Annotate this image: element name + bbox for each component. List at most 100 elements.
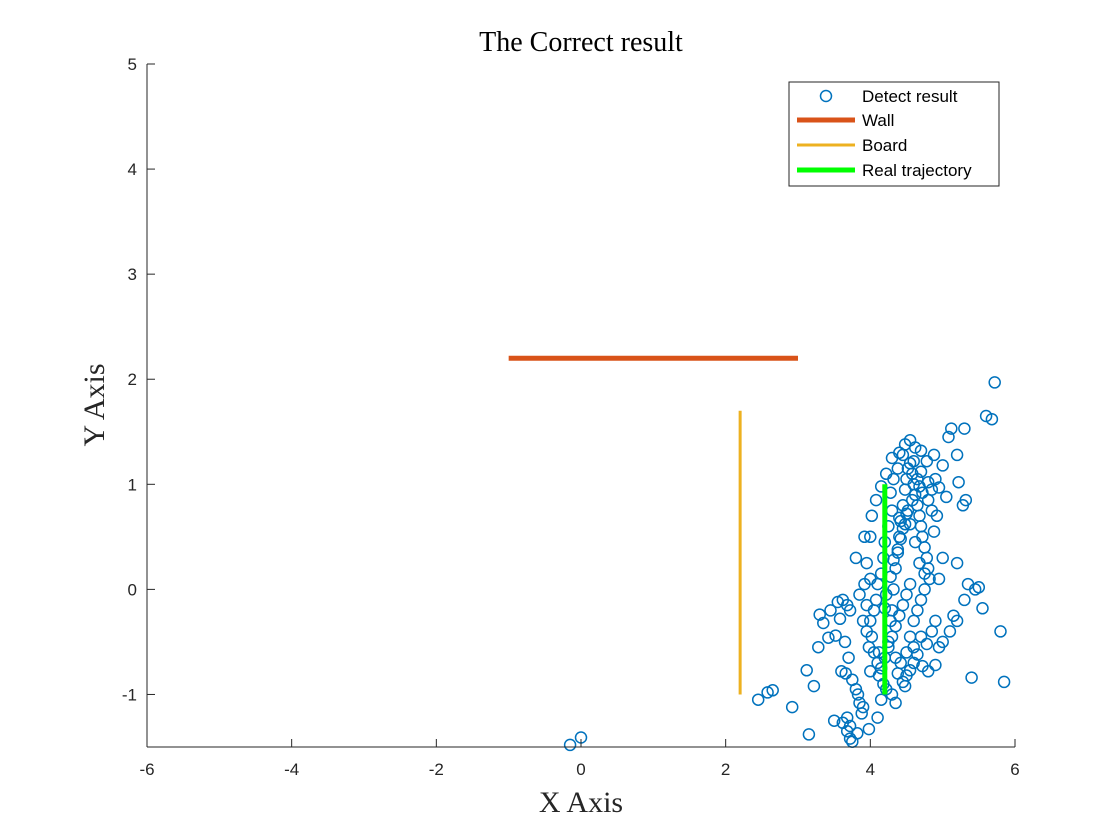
- data-point: [988, 376, 1001, 389]
- data-point: [913, 480, 926, 493]
- data-point: [893, 530, 906, 544]
- data-point: [921, 665, 935, 678]
- data-point: [864, 614, 877, 628]
- data-point: [865, 509, 879, 523]
- data-point: [918, 583, 931, 596]
- y-tick-label: 3: [128, 265, 137, 284]
- data-point: [812, 640, 825, 654]
- data-point: [994, 625, 1007, 638]
- data-point: [927, 448, 941, 462]
- data-point: [860, 556, 873, 570]
- data-point: [911, 648, 924, 661]
- data-point: [950, 448, 964, 462]
- data-point: [829, 629, 842, 642]
- data-point: [851, 688, 865, 701]
- data-point: [985, 412, 999, 426]
- y-tick-label: 1: [128, 475, 137, 494]
- data-point: [853, 588, 866, 601]
- y-tick-label: -1: [122, 685, 137, 704]
- data-point: [997, 675, 1011, 689]
- data-point: [871, 711, 884, 724]
- data-point: [940, 490, 953, 504]
- data-point: [972, 581, 986, 594]
- data-point: [817, 616, 830, 630]
- data-point: [896, 448, 910, 462]
- data-point: [800, 664, 813, 677]
- x-tick-label: -6: [139, 760, 154, 779]
- data-point: [874, 693, 888, 706]
- data-point: [839, 667, 852, 680]
- data-point: [943, 625, 957, 638]
- data-point: [864, 530, 877, 544]
- x-tick-label: 2: [721, 760, 730, 779]
- data-point: [906, 493, 919, 507]
- data-point: [891, 543, 905, 556]
- data-point: [824, 604, 837, 617]
- data-point: [952, 475, 965, 489]
- data-point: [887, 553, 900, 567]
- legend: Detect result Wall Board Real trajectory: [788, 81, 1000, 187]
- x-tick-label: -2: [429, 760, 444, 779]
- data-point: [766, 684, 779, 697]
- data-point: [929, 658, 942, 672]
- data-point: [849, 551, 863, 565]
- data-point: [907, 454, 920, 468]
- legend-marker-detect-result: [819, 89, 833, 103]
- data-point: [914, 465, 928, 478]
- data-point: [856, 700, 870, 714]
- data-point: [838, 635, 852, 649]
- data-point: [843, 604, 857, 617]
- data-point: [936, 551, 949, 565]
- data-point: [563, 738, 577, 752]
- data-point: [858, 530, 871, 544]
- data-point: [947, 609, 960, 622]
- data-point: [822, 631, 835, 644]
- data-point: [858, 577, 871, 591]
- y-axis-label: Y Axis: [78, 363, 111, 446]
- data-layer: [508, 355, 1011, 752]
- data-point: [932, 572, 946, 586]
- data-point: [958, 593, 971, 607]
- data-point: [849, 682, 863, 696]
- data-point: [920, 454, 934, 468]
- data-point: [813, 608, 826, 621]
- y-tick-label: 2: [128, 370, 137, 389]
- x-axis-label: X Axis: [539, 786, 623, 819]
- data-point: [855, 707, 868, 720]
- data-point: [927, 525, 941, 538]
- x-tick-label: 4: [866, 760, 875, 779]
- legend-label-board: Board: [862, 136, 907, 155]
- data-point: [842, 651, 855, 664]
- data-point: [914, 630, 928, 643]
- data-point: [751, 693, 765, 706]
- data-point: [807, 679, 821, 693]
- y-tick-label: 0: [128, 580, 137, 599]
- y-tick-label: 5: [128, 55, 137, 74]
- data-point: [976, 602, 989, 615]
- x-tick-label: -4: [284, 760, 299, 779]
- legend-label-detect-result: Detect result: [862, 87, 958, 106]
- data-point: [918, 567, 931, 580]
- data-point: [936, 459, 949, 472]
- data-point: [950, 556, 964, 570]
- data-point: [898, 517, 912, 531]
- data-point: [936, 635, 949, 649]
- data-point: [959, 493, 973, 507]
- data-point: [785, 700, 799, 714]
- data-point: [840, 711, 854, 724]
- data-point: [942, 430, 955, 444]
- chart-title: The Correct result: [479, 27, 683, 58]
- data-point: [889, 651, 902, 664]
- data-point: [833, 612, 847, 626]
- axes-layer: -6 -4 -2 0 2 4 6 -1 0 1 2 3 4 5: [122, 55, 1020, 779]
- data-point: [887, 472, 900, 486]
- data-point: [891, 667, 905, 680]
- legend-label-wall: Wall: [862, 111, 894, 130]
- y-tick-label: 4: [128, 160, 137, 179]
- data-point: [907, 656, 920, 670]
- data-point: [945, 422, 958, 435]
- data-point: [929, 472, 942, 486]
- data-point: [901, 504, 915, 517]
- x-tick-label: 0: [576, 760, 585, 779]
- data-point: [869, 493, 883, 507]
